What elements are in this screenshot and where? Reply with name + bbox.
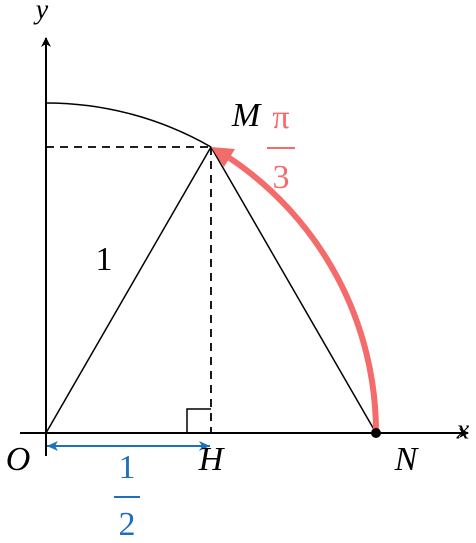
- side-label: 1: [96, 241, 113, 278]
- segment-numerator: 1: [119, 449, 136, 486]
- unit-arc: [45, 102, 212, 148]
- angle-denominator: 3: [273, 159, 290, 196]
- y-label: y: [33, 0, 49, 25]
- point-n: [371, 428, 381, 438]
- angle-numerator: π: [272, 99, 289, 136]
- label-n: N: [394, 441, 420, 478]
- label-h: H: [198, 441, 226, 478]
- right-angle-mark: [186, 408, 211, 433]
- label-o: O: [6, 441, 31, 478]
- rotation-arc: [226, 154, 380, 434]
- label-m: M: [231, 97, 262, 134]
- segment-om: [45, 146, 212, 434]
- rotation-arrowhead: [211, 147, 235, 167]
- segment-denominator: 2: [119, 506, 136, 543]
- segment-mn: [210, 146, 377, 434]
- x-label: x: [456, 414, 470, 445]
